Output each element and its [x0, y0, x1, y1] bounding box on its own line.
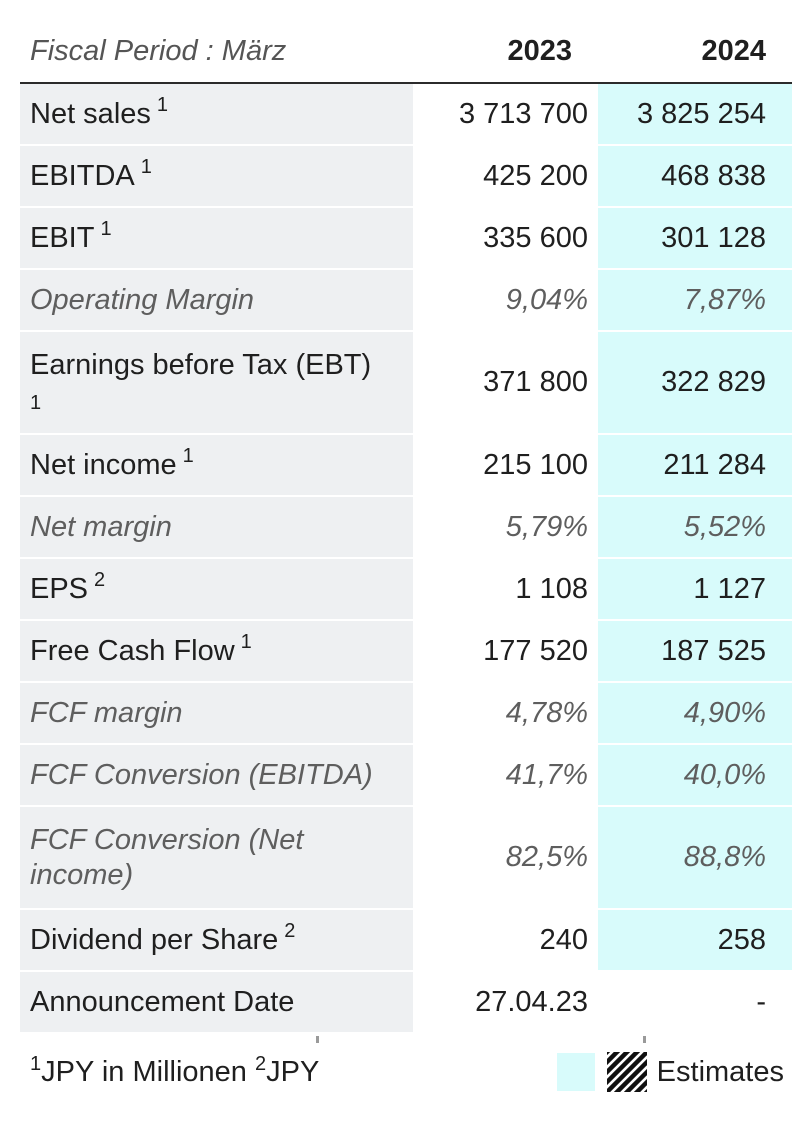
table-row-eps[interactable]: EPS 2 1 108 1 127 — [20, 558, 792, 621]
estimates-legend: Estimates — [556, 1052, 784, 1092]
row-label: Operating Margin — [20, 269, 413, 332]
value-2024: 211 284 — [598, 434, 792, 497]
table-header-row: Fiscal Period : März 2023 2024 — [20, 20, 792, 84]
value-2023: 425 200 — [413, 145, 598, 208]
table-row-net-sales[interactable]: Net sales 1 3 713 700 3 825 254 — [20, 83, 792, 146]
value-2023: 177 520 — [413, 620, 598, 683]
fiscal-period-label: Fiscal Period : März — [20, 20, 413, 84]
row-label: Announcement Date — [20, 971, 413, 1034]
footnote-marker: 1 — [182, 444, 194, 467]
value-2023: 41,7% — [413, 744, 598, 807]
value-2024: 7,87% — [598, 269, 792, 332]
footnote-marker: 1 — [100, 217, 112, 240]
tick-mark — [316, 1036, 319, 1043]
row-label-text: Earnings before Tax (EBT) — [30, 348, 372, 381]
value-2023: 1 108 — [413, 558, 598, 621]
value-2023: 371 800 — [413, 331, 598, 435]
footnote-2-marker: 2 — [254, 1053, 267, 1075]
tick-mark — [643, 1036, 646, 1043]
estimates-legend-label: Estimates — [656, 1055, 784, 1088]
column-tick-marks — [20, 1036, 792, 1044]
row-label: Earnings before Tax (EBT) 1 — [20, 331, 413, 435]
table-row-fcf-conversion-ebitda[interactable]: FCF Conversion (EBITDA) 41,7% 40,0% — [20, 744, 792, 807]
row-label: FCF Conversion (EBITDA) — [20, 744, 413, 807]
value-2024: 4,90% — [598, 682, 792, 745]
row-label: Net sales 1 — [20, 83, 413, 146]
value-2024: 258 — [598, 909, 792, 972]
value-2023: 4,78% — [413, 682, 598, 745]
row-label: EBIT 1 — [20, 207, 413, 270]
footnote-marker: 1 — [140, 155, 152, 178]
table-row-fcf-margin[interactable]: FCF margin 4,78% 4,90% — [20, 682, 792, 745]
row-label: Net margin — [20, 496, 413, 559]
value-2024: - — [598, 971, 792, 1034]
row-label-text: Net sales — [30, 97, 151, 130]
row-label-text: EBIT — [30, 221, 95, 254]
row-label: FCF Conversion (Net income) — [20, 806, 413, 910]
row-label: Net income 1 — [20, 434, 413, 497]
value-2024: 468 838 — [598, 145, 792, 208]
financials-table-container: Fiscal Period : März 2023 2024 Net sales… — [20, 20, 792, 1034]
value-2023: 3 713 700 — [413, 83, 598, 146]
row-label: EBITDA 1 — [20, 145, 413, 208]
value-2023: 82,5% — [413, 806, 598, 910]
footnote-2-text: JPY — [266, 1056, 320, 1088]
value-2023: 215 100 — [413, 434, 598, 497]
table-row-free-cash-flow[interactable]: Free Cash Flow 1 177 520 187 525 — [20, 620, 792, 683]
footnote-marker: 2 — [94, 568, 106, 591]
footnote-marker: 1 — [156, 93, 169, 116]
row-label: FCF margin — [20, 682, 413, 745]
table-row-ebitda[interactable]: EBITDA 1 425 200 468 838 — [20, 145, 792, 208]
year-2024-header[interactable]: 2024 — [598, 20, 792, 84]
value-2023: 240 — [413, 909, 598, 972]
year-2023-header[interactable]: 2023 — [413, 20, 598, 84]
value-2024: 322 829 — [598, 331, 792, 435]
value-2024: 301 128 — [598, 207, 792, 270]
table-row-announcement-date[interactable]: Announcement Date 27.04.23 - — [20, 971, 792, 1034]
table-row-fcf-conversion-net-income[interactable]: FCF Conversion (Net income) 82,5% 88,8% — [20, 806, 792, 910]
footnote-1-marker: 1 — [30, 1053, 42, 1075]
footnotes: 1JPY in Millionen 2JPY — [30, 1053, 320, 1089]
value-2023: 335 600 — [413, 207, 598, 270]
value-2023: 5,79% — [413, 496, 598, 559]
table-row-dividend-per-share[interactable]: Dividend per Share 2 240 258 — [20, 909, 792, 972]
footnote-marker: 1 — [30, 391, 42, 414]
row-label: EPS 2 — [20, 558, 413, 621]
table-row-ebit[interactable]: EBIT 1 335 600 301 128 — [20, 207, 792, 270]
table-row-operating-margin[interactable]: Operating Margin 9,04% 7,87% — [20, 269, 792, 332]
row-label-text: Net income — [30, 448, 177, 481]
value-2024: 3 825 254 — [598, 83, 792, 146]
value-2024: 88,8% — [598, 806, 792, 910]
value-2024: 187 525 — [598, 620, 792, 683]
value-2023: 9,04% — [413, 269, 598, 332]
footnote-marker: 2 — [284, 919, 296, 942]
value-2024: 40,0% — [598, 744, 792, 807]
row-label: Free Cash Flow 1 — [20, 620, 413, 683]
table-row-net-income[interactable]: Net income 1 215 100 211 284 — [20, 434, 792, 497]
value-2024: 1 127 — [598, 558, 792, 621]
table-row-net-margin[interactable]: Net margin 5,79% 5,52% — [20, 496, 792, 559]
financials-table: Fiscal Period : März 2023 2024 Net sales… — [20, 20, 792, 1034]
footnote-1-text: JPY in Millionen — [41, 1056, 247, 1088]
row-label-text: Dividend per Share — [30, 923, 279, 956]
row-label-text: EBITDA — [30, 159, 135, 192]
value-2023: 27.04.23 — [413, 971, 598, 1034]
row-label: Dividend per Share 2 — [20, 909, 413, 972]
table-footer: 1JPY in Millionen 2JPY — [30, 1052, 784, 1092]
estimate-color-swatch — [556, 1053, 595, 1091]
footnote-marker: 1 — [240, 630, 252, 653]
table-row-ebt[interactable]: Earnings before Tax (EBT) 1 371 800 322 8… — [20, 331, 792, 435]
row-label-text: Free Cash Flow — [30, 634, 235, 667]
row-label-text: EPS — [30, 572, 89, 605]
value-2024: 5,52% — [598, 496, 792, 559]
hatch-pattern-icon — [606, 1052, 647, 1092]
